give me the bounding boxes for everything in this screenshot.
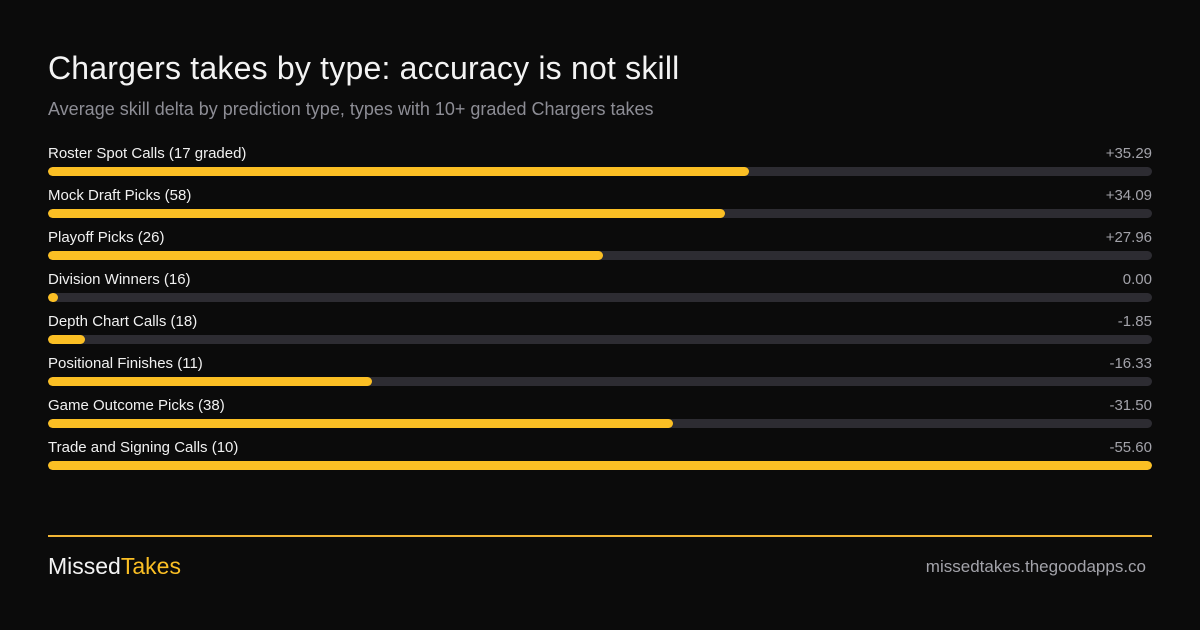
bar-row: Depth Chart Calls (18) -1.85	[48, 311, 1152, 353]
brand-word-takes: Takes	[120, 553, 181, 579]
bar-value-label: 0.00	[1122, 271, 1152, 288]
chart-subtitle: Average skill delta by prediction type, …	[48, 99, 654, 119]
bar-row: Game Outcome Picks (38) -31.50	[48, 395, 1152, 437]
bar-row: Mock Draft Picks (58) +34.09	[48, 185, 1152, 227]
brand-word-missed: Missed	[48, 553, 121, 579]
bar-fill	[48, 251, 604, 260]
chart-card: Chargers takes by type: accuracy is not …	[48, 0, 1152, 630]
bar-value-label: +35.29	[1105, 145, 1152, 162]
bar-track	[48, 251, 1152, 260]
bar-fill	[48, 419, 674, 428]
bar-row: Playoff Picks (26) +27.96	[48, 227, 1152, 269]
bar-fill	[48, 293, 58, 302]
bar-value-label: -31.50	[1109, 397, 1152, 414]
bar-fill	[48, 167, 749, 176]
chart-title: Chargers takes by type: accuracy is not …	[48, 50, 680, 86]
bar-label: Division Winners (16)	[48, 271, 191, 288]
bar-list: Roster Spot Calls (17 graded) +35.29 Mock …	[48, 143, 1152, 479]
bar-fill	[48, 335, 85, 344]
bar-value-label: +27.96	[1105, 229, 1152, 246]
bar-fill	[48, 461, 1152, 470]
bar-track	[48, 167, 1152, 176]
bar-fill	[48, 209, 725, 218]
bar-row: Trade and Signing Calls (10) -55.60	[48, 437, 1152, 479]
bar-value-label: -55.60	[1109, 439, 1152, 456]
bar-value-label: -1.85	[1117, 313, 1152, 330]
footer-divider	[48, 535, 1152, 537]
bar-track	[48, 377, 1152, 386]
bar-track	[48, 335, 1152, 344]
bar-value-label: -16.33	[1109, 355, 1152, 372]
bar-label: Roster Spot Calls (17 graded)	[48, 145, 247, 162]
bar-track	[48, 461, 1152, 470]
bar-track	[48, 293, 1152, 302]
bar-track	[48, 419, 1152, 428]
bar-label: Playoff Picks (26)	[48, 229, 165, 246]
bar-row: Positional Finishes (11) -16.33	[48, 353, 1152, 395]
bar-track	[48, 209, 1152, 218]
bar-row: Division Winners (16) 0.00	[48, 269, 1152, 311]
bar-fill	[48, 377, 373, 386]
bar-label: Trade and Signing Calls (10)	[48, 439, 239, 456]
bar-row: Roster Spot Calls (17 graded) +35.29	[48, 143, 1152, 185]
bar-label: Depth Chart Calls (18)	[48, 313, 198, 330]
brand-logo: MissedTakes	[48, 553, 181, 580]
site-url: missedtakes.thegoodapps.co	[925, 557, 1146, 576]
bar-value-label: +34.09	[1105, 187, 1152, 204]
bar-label: Mock Draft Picks (58)	[48, 187, 192, 204]
bar-label: Positional Finishes (11)	[48, 355, 203, 372]
bar-label: Game Outcome Picks (38)	[48, 397, 225, 414]
